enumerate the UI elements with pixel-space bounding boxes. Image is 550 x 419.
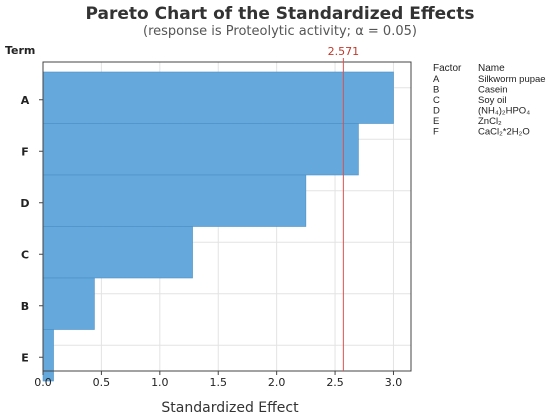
legend-name-c: Soy oil bbox=[478, 95, 507, 106]
legend-name-f: CaCl₂*2H₂O bbox=[478, 127, 530, 138]
bar-f bbox=[42, 123, 359, 176]
legend-name-d: (NH₄)₂HPO₄ bbox=[478, 106, 530, 117]
legend-factor-a: A bbox=[433, 74, 440, 85]
chart-title: Pareto Chart of the Standardized Effects bbox=[86, 4, 475, 24]
legend-factor-f: F bbox=[433, 127, 439, 138]
plot-frame bbox=[42, 61, 412, 372]
x-tick-label: 1.5 bbox=[209, 376, 227, 389]
x-axis-title: Standardized Effect bbox=[161, 400, 299, 416]
y-axis-categories: A F D C B E bbox=[20, 94, 43, 364]
x-tick-label: 3.0 bbox=[385, 376, 403, 389]
bars bbox=[42, 71, 394, 382]
bar-b bbox=[42, 277, 95, 330]
x-tick-label: 2.5 bbox=[326, 376, 344, 389]
x-tick-label: 0.0 bbox=[34, 376, 52, 389]
legend-header-factor: Factor bbox=[433, 63, 462, 74]
legend-factor-d: D bbox=[433, 106, 440, 117]
bar-a bbox=[42, 71, 394, 124]
category-label-f: F bbox=[21, 145, 29, 158]
category-label-b: B bbox=[21, 300, 29, 313]
bar-d bbox=[42, 174, 307, 227]
category-label-c: C bbox=[21, 248, 29, 261]
category-label-a: A bbox=[21, 94, 30, 107]
legend-name-b: Casein bbox=[478, 85, 508, 96]
legend-name-e: ZnCl₂ bbox=[478, 116, 502, 127]
reference-line-label: 2.571 bbox=[328, 45, 360, 58]
y-axis-title: Term bbox=[5, 44, 35, 57]
bar-e bbox=[42, 329, 54, 382]
x-tick-label: 0.5 bbox=[93, 376, 111, 389]
legend-factor-e: E bbox=[433, 116, 439, 127]
factor-legend: Factor Name A Silkworm pupae B Casein C Soy o… bbox=[433, 63, 546, 138]
legend-header-name: Name bbox=[478, 63, 505, 74]
bar-c bbox=[42, 226, 193, 279]
chart-subtitle: (response is Proteolytic activity; α = 0… bbox=[143, 24, 417, 39]
legend-name-a: Silkworm pupae bbox=[478, 74, 546, 85]
legend-factor-b: B bbox=[433, 85, 439, 96]
category-label-d: D bbox=[20, 197, 29, 210]
category-label-e: E bbox=[21, 351, 29, 364]
x-tick-label: 1.0 bbox=[151, 376, 169, 389]
x-axis-ticks: 0.0 0.5 1.0 1.5 2.0 2.5 3.0 bbox=[34, 371, 402, 389]
reference-line-group: 2.571 bbox=[328, 45, 360, 371]
x-tick-label: 2.0 bbox=[268, 376, 286, 389]
legend-factor-c: C bbox=[433, 95, 440, 106]
